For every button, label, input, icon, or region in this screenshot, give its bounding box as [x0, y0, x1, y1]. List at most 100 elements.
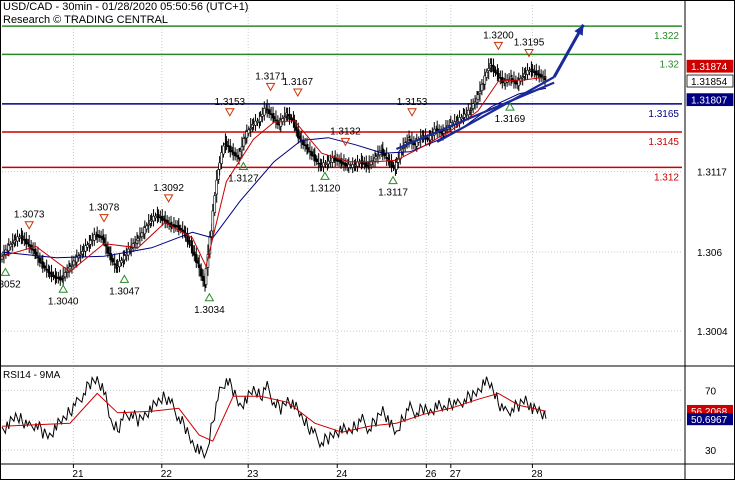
candle-body [213, 195, 217, 213]
chart-source: Research © TRADING CENTRAL [3, 14, 168, 26]
candle-body [211, 210, 215, 232]
candle-body [92, 234, 96, 241]
candle-body [262, 108, 266, 116]
candle-body [267, 109, 271, 114]
candle-body [279, 119, 283, 127]
swing-high-marker [224, 108, 235, 117]
candle-body [301, 140, 305, 146]
swing-high-marker [99, 214, 109, 223]
candle-body [79, 253, 82, 256]
price-tick-label: 1.3117 [697, 168, 727, 179]
price-badge [686, 93, 734, 107]
candle-body [392, 164, 395, 168]
candle-body [315, 158, 319, 163]
candle-body [228, 145, 232, 153]
swing-high-marker [493, 41, 504, 51]
swing-high-marker [524, 48, 534, 58]
date-label: 27 [450, 469, 462, 480]
candle-body [500, 77, 504, 84]
price-tick-label: 1.3004 [697, 327, 728, 338]
candle-body [140, 232, 144, 237]
candle-body [152, 215, 155, 222]
swing-low-marker [119, 274, 130, 283]
candle-body [534, 70, 538, 76]
candle-body [147, 223, 150, 226]
candle-body [97, 234, 101, 238]
swing-low-label: 1.3052 [0, 279, 21, 290]
candle-body [104, 244, 108, 247]
candle-body [310, 151, 314, 156]
candle-body [204, 268, 208, 285]
candle-body [197, 264, 201, 269]
candle-body [89, 240, 92, 245]
candle-body [526, 69, 529, 75]
candle-body [118, 260, 121, 267]
candle-body [225, 140, 228, 146]
candle-body [543, 75, 547, 81]
candle-body [283, 116, 286, 119]
candle-body [469, 108, 473, 111]
swing-high-label: 1.3171 [255, 71, 286, 82]
candle-body [72, 260, 76, 266]
date-label: 24 [336, 469, 348, 480]
candle-body [272, 116, 276, 120]
candle-body [521, 76, 524, 79]
candle-body [34, 251, 38, 256]
candle-body [222, 145, 225, 155]
candle-body [16, 236, 19, 242]
candle-body [276, 120, 280, 125]
candle-body [109, 253, 113, 261]
swing-low-label: 1.3034 [194, 305, 225, 316]
candle-body [398, 149, 402, 160]
swing-low-marker [388, 175, 398, 185]
swing-low-label: 1.3127 [228, 173, 259, 184]
candle-body [476, 94, 480, 100]
candle-body [129, 247, 133, 250]
candle-body [478, 91, 482, 94]
candle-body [106, 246, 110, 254]
candle-body [145, 225, 149, 230]
candle-body [188, 240, 191, 245]
candle-body [136, 238, 140, 242]
swing-low-marker [0, 267, 11, 276]
forecast-arrow-shaft [552, 24, 585, 78]
swing-low-label: 1.3169 [495, 114, 526, 125]
candle-body [220, 152, 223, 164]
candle-body [408, 138, 412, 142]
candle-body [143, 227, 147, 235]
candle-body [179, 227, 183, 231]
candle-body [233, 152, 237, 157]
candle-body [259, 116, 262, 122]
candle-body [193, 251, 196, 256]
forecast-arrow-head [574, 24, 584, 36]
candle-body [466, 109, 470, 116]
candle-body [290, 117, 293, 121]
chart-title: USD/CAD - 30min - 01/28/2020 05:50:56 (U… [3, 1, 249, 13]
swing-high-marker [163, 194, 174, 203]
candle-body [483, 75, 487, 85]
candle-body [249, 127, 252, 130]
candle-body [240, 146, 244, 151]
candle-body [254, 120, 257, 126]
candle-body [123, 255, 126, 261]
rsi-ma-line [1, 392, 547, 442]
candle-body [485, 71, 489, 78]
candle-body [36, 256, 40, 259]
swing-low-marker [320, 171, 330, 180]
candle-body [111, 258, 115, 263]
candle-body [494, 69, 497, 74]
candle-body [463, 113, 466, 118]
candle-body [492, 65, 495, 72]
level-label: 1.322 [654, 31, 679, 42]
swing-high-label: 1.3195 [514, 37, 545, 48]
rsi-line [1, 376, 547, 460]
swing-high-label: 1.3200 [483, 30, 514, 41]
candle-body [84, 245, 87, 252]
rsi-tick-label: 30 [705, 446, 717, 457]
candle-body [497, 73, 500, 78]
price-badge [686, 59, 734, 73]
candle-body [201, 275, 205, 282]
level-label: 1.312 [654, 172, 679, 183]
candle-body [471, 103, 475, 109]
